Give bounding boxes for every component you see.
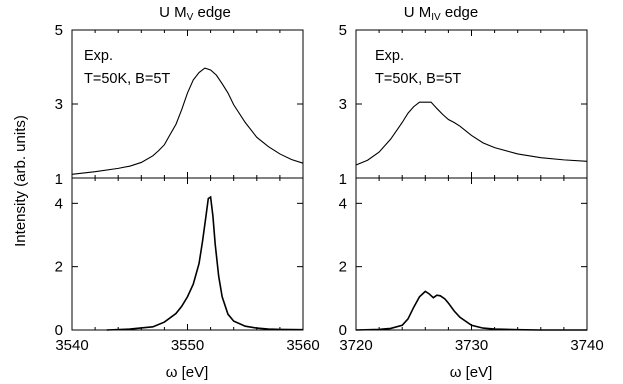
y-tick-label-top-right-2: 5 <box>339 22 347 39</box>
x-tick-label-bottom-right-0: 3720 <box>339 337 372 354</box>
x-tick-label-bottom-left-0: 3540 <box>55 337 88 354</box>
x-tick-label-bottom-left-1: 3550 <box>171 337 204 354</box>
panel-bottom-right-frame <box>355 177 588 331</box>
y-axis-label: Intensity (arb. units) <box>12 115 29 247</box>
y-tick-label-top-left-1: 3 <box>55 96 63 113</box>
y-tick-label-bottom-left-1: 2 <box>55 259 63 276</box>
y-tick-label-bottom-right-0: 0 <box>339 322 347 339</box>
y-tick-label-bottom-left-0: 0 <box>55 322 63 339</box>
y-tick-label-bottom-right-1: 2 <box>339 259 347 276</box>
curve-bottom-right-0 <box>355 290 587 331</box>
y-tick-label-top-right-0: 1 <box>339 171 347 188</box>
curve-top-left-0 <box>71 67 304 175</box>
annotation-left-exp: Exp. <box>84 48 113 64</box>
x-tick-label-bottom-right-2: 3740 <box>570 337 603 354</box>
x-tick-label-bottom-right-1: 3730 <box>455 337 488 354</box>
column-title-left: U MV edge <box>159 4 231 23</box>
curve-bottom-left-0 <box>106 195 304 331</box>
x-axis-label-right: ω [eV] <box>450 364 493 381</box>
y-tick-label-top-right-1: 3 <box>339 96 347 113</box>
panel-bottom-left-frame <box>71 177 304 331</box>
annotation-right-exp: Exp. <box>375 48 404 64</box>
curve-top-right-0 <box>355 101 588 166</box>
annotation-left-conditions: T=50K, B=5T <box>84 71 170 87</box>
column-title-right: U MIV edge <box>404 4 479 23</box>
x-tick-label-bottom-left-2: 3560 <box>286 337 319 354</box>
y-tick-label-top-left-2: 5 <box>55 22 63 39</box>
y-tick-label-top-left-0: 1 <box>55 171 63 188</box>
annotation-right-conditions: T=50K, B=5T <box>375 71 461 87</box>
x-axis-label-left: ω [eV] <box>166 364 209 381</box>
y-tick-label-bottom-left-2: 4 <box>55 195 63 212</box>
y-tick-label-bottom-right-2: 4 <box>339 195 347 212</box>
